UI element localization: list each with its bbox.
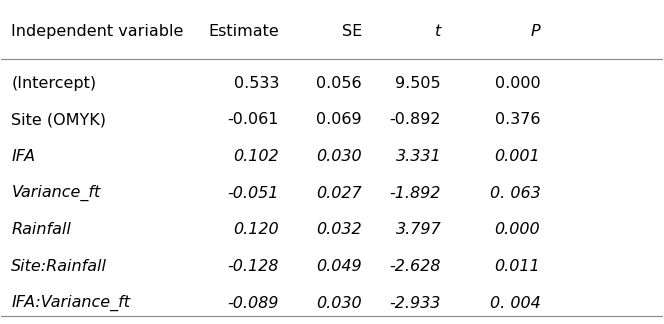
Text: -0.128: -0.128 <box>228 259 279 274</box>
Text: t: t <box>435 24 441 39</box>
Text: Site:Rainfall: Site:Rainfall <box>11 259 108 274</box>
Text: -1.892: -1.892 <box>390 186 441 201</box>
Text: Variance_ft: Variance_ft <box>11 185 100 201</box>
Text: -0.892: -0.892 <box>390 112 441 127</box>
Text: 0.376: 0.376 <box>495 112 540 127</box>
Text: -0.089: -0.089 <box>228 296 279 311</box>
Text: 0.030: 0.030 <box>316 149 362 164</box>
Text: 0. 004: 0. 004 <box>489 296 540 311</box>
Text: 0.049: 0.049 <box>316 259 362 274</box>
Text: 0.032: 0.032 <box>316 222 362 237</box>
Text: Independent variable: Independent variable <box>11 24 184 39</box>
Text: -0.061: -0.061 <box>228 112 279 127</box>
Text: 0.533: 0.533 <box>234 75 279 91</box>
Text: 0.030: 0.030 <box>316 296 362 311</box>
Text: 0. 063: 0. 063 <box>489 186 540 201</box>
Text: 3.331: 3.331 <box>396 149 441 164</box>
Text: 0.027: 0.027 <box>316 186 362 201</box>
Text: 0.069: 0.069 <box>316 112 362 127</box>
Text: -2.933: -2.933 <box>390 296 441 311</box>
Text: 0.102: 0.102 <box>234 149 279 164</box>
Text: IFA:Variance_ft: IFA:Variance_ft <box>11 295 130 311</box>
Text: Rainfall: Rainfall <box>11 222 71 237</box>
Text: 3.797: 3.797 <box>396 222 441 237</box>
Text: 0.000: 0.000 <box>495 75 540 91</box>
Text: IFA: IFA <box>11 149 35 164</box>
Text: Estimate: Estimate <box>208 24 279 39</box>
Text: Site (OMYK): Site (OMYK) <box>11 112 106 127</box>
Text: (Intercept): (Intercept) <box>11 75 96 91</box>
Text: -0.051: -0.051 <box>228 186 279 201</box>
Text: 9.505: 9.505 <box>396 75 441 91</box>
Text: SE: SE <box>341 24 362 39</box>
Text: 0.000: 0.000 <box>495 222 540 237</box>
Text: 0.120: 0.120 <box>234 222 279 237</box>
Text: P: P <box>531 24 540 39</box>
Text: 0.056: 0.056 <box>316 75 362 91</box>
Text: 0.011: 0.011 <box>495 259 540 274</box>
Text: -2.628: -2.628 <box>390 259 441 274</box>
Text: 0.001: 0.001 <box>495 149 540 164</box>
